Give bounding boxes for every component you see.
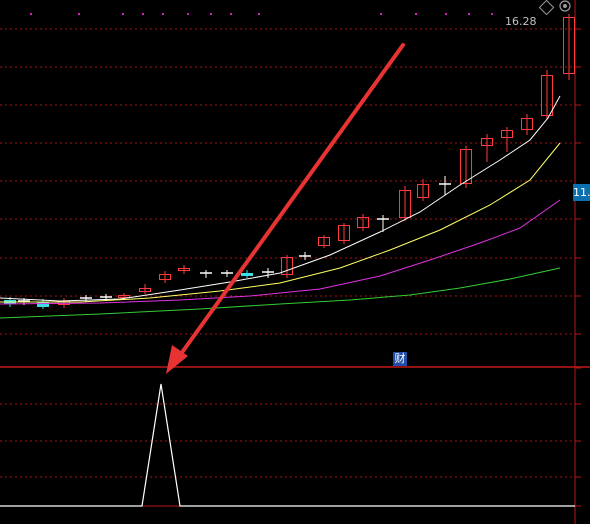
candle-body — [338, 225, 350, 241]
top-markers — [30, 13, 493, 15]
top-dot — [415, 13, 417, 15]
ma-magenta-line — [0, 199, 561, 305]
ma-white-line — [0, 95, 561, 302]
top-dot — [142, 13, 144, 15]
moving-averages — [0, 95, 561, 319]
top-dot — [78, 13, 80, 15]
ma-yellow-line — [0, 142, 561, 303]
axis-ticks — [575, 28, 581, 507]
top-dot — [122, 13, 124, 15]
ma-green-line — [0, 267, 561, 319]
candle-body — [139, 288, 151, 292]
candle-body — [399, 190, 411, 218]
candle-body — [481, 138, 493, 146]
candle-body — [281, 257, 293, 275]
grid-lines — [0, 28, 575, 478]
annotation-arrow — [166, 43, 405, 374]
candle-body — [417, 184, 429, 198]
candle-body — [460, 149, 472, 184]
candle-body — [37, 302, 49, 307]
candle-body — [521, 118, 533, 130]
top-dot — [380, 13, 382, 15]
candle-body — [118, 295, 130, 298]
current-price-tag: 11. — [573, 184, 590, 201]
candle-body — [159, 274, 171, 280]
candle-body — [357, 217, 369, 228]
indicator-spike — [0, 383, 575, 507]
top-dot — [162, 13, 164, 15]
indicator-line — [0, 383, 575, 507]
top-dot — [258, 13, 260, 15]
candle-body — [563, 17, 575, 74]
candle-body — [318, 237, 330, 246]
finance-badge[interactable]: 财 — [393, 352, 407, 366]
top-dot — [230, 13, 232, 15]
candle-body — [541, 75, 553, 116]
top-dot — [210, 13, 212, 15]
top-dot — [468, 13, 470, 15]
candle-body — [241, 273, 253, 276]
arrow-shaft — [176, 43, 405, 360]
high-price-label: 16.28 — [505, 15, 537, 28]
candle-body — [178, 268, 190, 271]
candle-body — [501, 130, 513, 138]
top-dot — [491, 13, 493, 15]
top-dot — [30, 13, 32, 15]
arrow-head — [166, 345, 188, 374]
marker-icon[interactable] — [559, 0, 571, 12]
top-dot — [445, 13, 447, 15]
top-dot — [187, 13, 189, 15]
